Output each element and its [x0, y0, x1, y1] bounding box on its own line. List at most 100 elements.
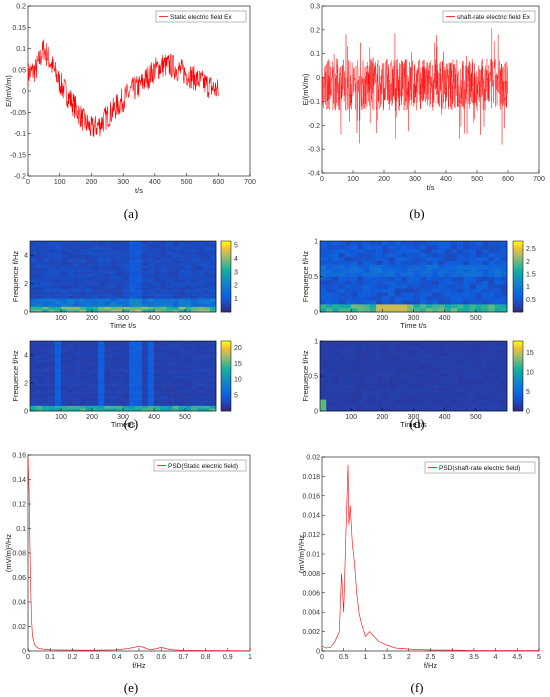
x-tick-label-f: 3.5 [469, 654, 479, 661]
legend-box-a [155, 10, 247, 23]
x-tick-label-f: 4 [494, 654, 498, 661]
colorbar-cell-d2 [513, 390, 523, 393]
colorbar-cell-d2 [513, 397, 523, 400]
colorbar-cell-c2 [221, 388, 231, 391]
colorbar-cell-c1 [221, 287, 231, 290]
colorbar-tick-d2: 0 [526, 409, 530, 416]
colorbar-cell-d1 [513, 285, 523, 288]
colorbar-cell-d2 [513, 386, 523, 389]
colorbar-cell-c2 [221, 377, 231, 380]
colorbar-cell-d2 [513, 351, 523, 354]
colorbar-cell-d2 [513, 363, 523, 366]
colorbar-cell-c2 [221, 381, 231, 384]
y-tick-label-a: -0.05 [10, 110, 26, 117]
colorbar-cell-c1 [221, 281, 231, 284]
colorbar-cell-c1 [221, 288, 231, 291]
legend-label-e: PSD(Static electric field) [168, 463, 238, 470]
x-tick-label-e: 1 [248, 654, 252, 661]
x-axis-label-e: f/Hz [132, 661, 146, 670]
x-axis-label-a: t/s [135, 186, 143, 195]
colorbar-cell-d2 [513, 405, 523, 408]
colorbar-cell-d2 [513, 362, 523, 365]
colorbar-cell-d2 [513, 370, 523, 373]
colorbar-cell-d2 [513, 369, 523, 372]
colorbar-cell-d2 [513, 383, 523, 386]
y-tick-label-d2: 0 [314, 409, 318, 416]
y-tick-label-a: -0.1 [14, 131, 26, 138]
colorbar-cell-c2 [221, 356, 231, 359]
colorbar-cell-c2 [221, 383, 231, 386]
caption-b: (b) [409, 206, 424, 221]
x-axis-label-b: t/s [427, 183, 435, 192]
y-tick-label-f: 0.012 [302, 532, 320, 539]
x-tick-label-a: 300 [117, 179, 129, 186]
colorbar-cell-d2 [513, 379, 523, 382]
colorbar-tick-c2: 20 [234, 345, 242, 352]
y-axis-label-b: E/(mV/m) [301, 73, 310, 105]
colorbar-cell-c2 [221, 400, 231, 403]
x-tick-label-b: 200 [378, 176, 390, 183]
colorbar-tick-d2: 5 [526, 389, 530, 396]
y-tick-label-e: 0.02 [12, 624, 26, 631]
colorbar-cell-c1 [221, 264, 231, 267]
colorbar-cell-c2 [221, 379, 231, 382]
colorbar-cell-d1 [513, 292, 523, 295]
colorbar-cell-d2 [513, 348, 523, 351]
y-tick-label-b: -0.3 [308, 147, 320, 154]
y-tick-label-e: 0.16 [12, 453, 26, 460]
colorbar-cell-c1 [221, 255, 231, 258]
colorbar-cell-d2 [513, 393, 523, 396]
colorbar-cell-c2 [221, 348, 231, 351]
colorbar-cell-d2 [513, 341, 523, 344]
colorbar-cell-d2 [513, 381, 523, 384]
x-tick-label-c1: 200 [86, 315, 98, 322]
y-tick-label-b: 0 [316, 75, 320, 82]
x-tick-label-a: 500 [181, 179, 193, 186]
colorbar-cell-d1 [513, 299, 523, 302]
y-tick-label-e: 0.12 [12, 502, 26, 509]
colorbar-cell-d1 [513, 278, 523, 281]
colorbar-cell-c1 [221, 246, 231, 249]
colorbar-cell-d2 [513, 360, 523, 363]
y-tick-label-f: 0.016 [302, 493, 320, 500]
y-tick-label-d1: 1 [314, 239, 318, 246]
colorbar-cell-c2 [221, 390, 231, 393]
colorbar-cell-c1 [221, 308, 231, 311]
colorbar-tick-c1: 1 [234, 296, 238, 303]
colorbar-cell-d1 [513, 287, 523, 290]
colorbar-cell-c2 [221, 360, 231, 363]
x-axis-label-c1: Time t/s [110, 321, 137, 330]
caption-c: (c) [124, 416, 138, 431]
colorbar-cell-c1 [221, 262, 231, 265]
series-line-b [321, 28, 508, 145]
colorbar-tick-c1: 4 [234, 256, 238, 263]
legend-label-a: Static electric field Ex [170, 14, 233, 21]
colorbar-tick-c2: 15 [234, 361, 242, 368]
colorbar-cell-c2 [221, 376, 231, 379]
colorbar-cell-d1 [513, 269, 523, 272]
colorbar-cell-d1 [513, 276, 523, 279]
x-tick-label-b: 500 [471, 176, 483, 183]
colorbar-cell-c1 [221, 269, 231, 272]
x-tick-label-f: 0.5 [339, 654, 349, 661]
colorbar-cell-d1 [513, 303, 523, 306]
colorbar-cell-d2 [513, 377, 523, 380]
colorbar-cell-c1 [221, 260, 231, 263]
plot-frame-e [27, 454, 251, 652]
colorbar-cell-d1 [513, 249, 523, 252]
colorbar-tick-d2: 10 [526, 370, 534, 377]
colorbar-cell-c2 [221, 405, 231, 408]
x-tick-label-e: 0.9 [223, 654, 233, 661]
caption-d: (d) [409, 416, 424, 431]
colorbar-cell-d1 [513, 310, 523, 313]
series-line-e [27, 457, 251, 652]
x-tick-label-f: 5 [537, 654, 541, 661]
colorbar-cell-c2 [221, 349, 231, 352]
colorbar-tick-d1: 0.5 [526, 297, 536, 304]
colorbar-cell-d2 [513, 388, 523, 391]
colorbar-cell-c1 [221, 278, 231, 281]
colorbar-cell-d1 [513, 264, 523, 267]
colorbar-cell-c1 [221, 248, 231, 251]
x-tick-label-c2: 500 [179, 414, 191, 421]
y-tick-label-d2: 1 [314, 339, 318, 346]
